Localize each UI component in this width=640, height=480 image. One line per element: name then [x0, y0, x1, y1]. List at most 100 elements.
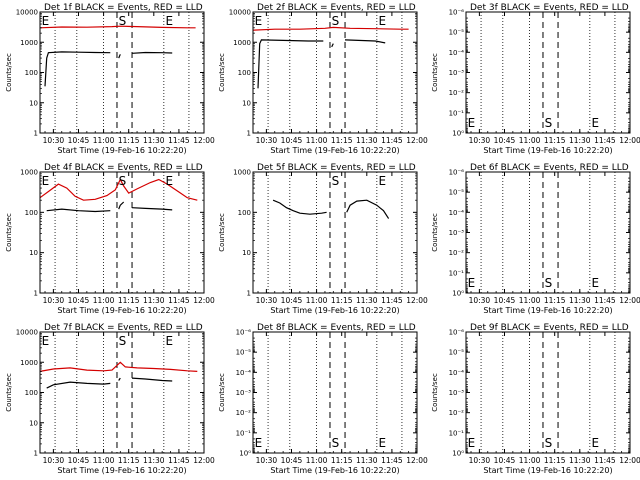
panel-title: Det 3f BLACK = Events, RED = LLD: [470, 3, 629, 13]
x-tick-label: 11:15: [331, 296, 353, 305]
series-lld-line: [39, 361, 198, 372]
y-tick-label: 1000: [20, 359, 38, 367]
series-events-line: [346, 199, 390, 219]
y-tick-label: 1: [34, 130, 38, 138]
event-marker-e: E: [468, 116, 476, 130]
panel-title: Det 1f BLACK = Events, RED = LLD: [44, 3, 203, 13]
event-marker-s: S: [332, 436, 340, 450]
x-tick-label: 11:15: [331, 456, 353, 465]
x-tick-label: 10:30: [43, 136, 65, 145]
x-tick-label: 10:45: [494, 136, 516, 145]
series-events-line: [131, 377, 173, 382]
y-tick-label: 10⁻²: [449, 409, 465, 417]
x-tick-label: 11:15: [544, 296, 566, 305]
x-tick-label: 11:30: [356, 456, 378, 465]
panel-det-1: Det 1f BLACK = Events, RED = LLD Counts/s…: [5, 3, 215, 155]
panel-title: Det 5f BLACK = Events, RED = LLD: [257, 163, 416, 173]
y-tick-label: 10000: [16, 9, 38, 17]
event-marker-e: E: [255, 436, 263, 450]
x-tick-label: 11:30: [356, 296, 378, 305]
x-tick-label: 12:00: [406, 136, 428, 145]
panel-title: Det 2f BLACK = Events, RED = LLD: [257, 3, 416, 13]
y-tick-label: 10⁻⁶: [236, 329, 252, 337]
x-tick-label: 10:30: [256, 136, 278, 145]
x-axis-label: Start Time (19-Feb-16 10:22:20): [57, 146, 186, 155]
x-tick-label: 11:00: [306, 456, 328, 465]
y-axis-label: Counts/sec: [5, 213, 13, 252]
x-tick-label: 11:45: [168, 136, 190, 145]
y-tick-label: 10⁻³: [236, 389, 252, 397]
plot-frame: [39, 11, 205, 134]
event-marker-e: E: [166, 14, 174, 28]
series-events-line: [118, 201, 125, 210]
x-tick-label: 12:00: [619, 136, 640, 145]
panel-det-9: Det 9f BLACK = Events, RED = LLD Counts/s…: [431, 323, 640, 475]
x-tick-label: 10:30: [43, 456, 65, 465]
y-tick-label: 10⁻¹: [236, 429, 252, 437]
event-marker-s: S: [119, 14, 127, 28]
x-tick-label: 12:00: [193, 456, 215, 465]
x-tick-label: 11:45: [168, 296, 190, 305]
x-tick-label: 12:00: [193, 136, 215, 145]
event-marker-e: E: [166, 174, 174, 188]
event-marker-s: S: [332, 14, 340, 28]
event-marker-e: E: [592, 436, 600, 450]
series-lld-line: [252, 26, 409, 31]
event-marker-s: S: [119, 174, 127, 188]
panel-det-5: Det 5f BLACK = Events, RED = LLD Counts/s…: [218, 163, 428, 315]
y-tick-label: 10000: [229, 9, 251, 17]
panel-det-3: Det 3f BLACK = Events, RED = LLD Counts/s…: [431, 3, 640, 155]
x-tick-label: 10:45: [281, 456, 303, 465]
y-axis-label: Counts/sec: [431, 373, 439, 412]
y-axis-label: Counts/sec: [5, 373, 13, 412]
x-tick-label: 11:15: [118, 296, 140, 305]
x-tick-label: 12:00: [619, 296, 640, 305]
panel-title: Det 8f BLACK = Events, RED = LLD: [257, 323, 416, 333]
x-tick-label: 11:45: [381, 136, 403, 145]
y-tick-label: 10⁻⁶: [449, 9, 465, 17]
y-axis-label: Counts/sec: [218, 213, 226, 252]
y-tick-label: 10⁰: [452, 450, 464, 458]
x-tick-label: 10:45: [281, 296, 303, 305]
event-marker-e: E: [42, 174, 50, 188]
x-axis-label: Start Time (19-Feb-16 10:22:20): [57, 306, 186, 315]
y-tick-label: 10⁻¹: [449, 429, 465, 437]
series-events-line: [118, 54, 121, 59]
x-tick-label: 10:45: [281, 136, 303, 145]
event-marker-s: S: [545, 436, 553, 450]
y-tick-label: 10⁻⁵: [449, 189, 465, 197]
y-axis-label: Counts/sec: [218, 373, 226, 412]
y-tick-label: 10⁻²: [449, 89, 465, 97]
y-tick-label: 10⁻²: [449, 249, 465, 257]
series-events-line: [44, 51, 111, 87]
x-axis-label: Start Time (19-Feb-16 10:22:20): [483, 466, 612, 475]
plot-frame: [252, 11, 418, 134]
event-marker-e: E: [592, 276, 600, 290]
y-tick-label: 10⁻¹: [449, 269, 465, 277]
event-marker-e: E: [42, 334, 50, 348]
x-tick-label: 10:30: [256, 296, 278, 305]
y-tick-label: 10⁻³: [449, 69, 465, 77]
event-marker-e: E: [42, 14, 50, 28]
x-tick-label: 11:45: [594, 456, 616, 465]
y-tick-label: 10⁻⁶: [449, 169, 465, 177]
event-marker-e: E: [379, 174, 387, 188]
y-tick-label: 100: [238, 209, 251, 217]
panel-title: Det 7f BLACK = Events, RED = LLD: [44, 323, 203, 333]
y-tick-label: 100: [238, 69, 251, 77]
x-tick-label: 10:30: [469, 136, 491, 145]
x-tick-label: 10:45: [68, 136, 90, 145]
panel-title: Det 6f BLACK = Events, RED = LLD: [470, 163, 629, 173]
series-events-line: [46, 208, 111, 213]
y-tick-label: 10⁻³: [449, 389, 465, 397]
x-axis-label: Start Time (19-Feb-16 10:22:20): [483, 306, 612, 315]
x-tick-label: 10:30: [43, 296, 65, 305]
series-lld-line: [39, 178, 198, 201]
panel-det-7: Det 7f BLACK = Events, RED = LLD Counts/s…: [5, 323, 215, 475]
event-marker-e: E: [255, 14, 263, 28]
x-tick-label: 12:00: [619, 456, 640, 465]
x-tick-label: 11:15: [118, 456, 140, 465]
event-marker-e: E: [379, 436, 387, 450]
x-tick-label: 10:45: [494, 456, 516, 465]
